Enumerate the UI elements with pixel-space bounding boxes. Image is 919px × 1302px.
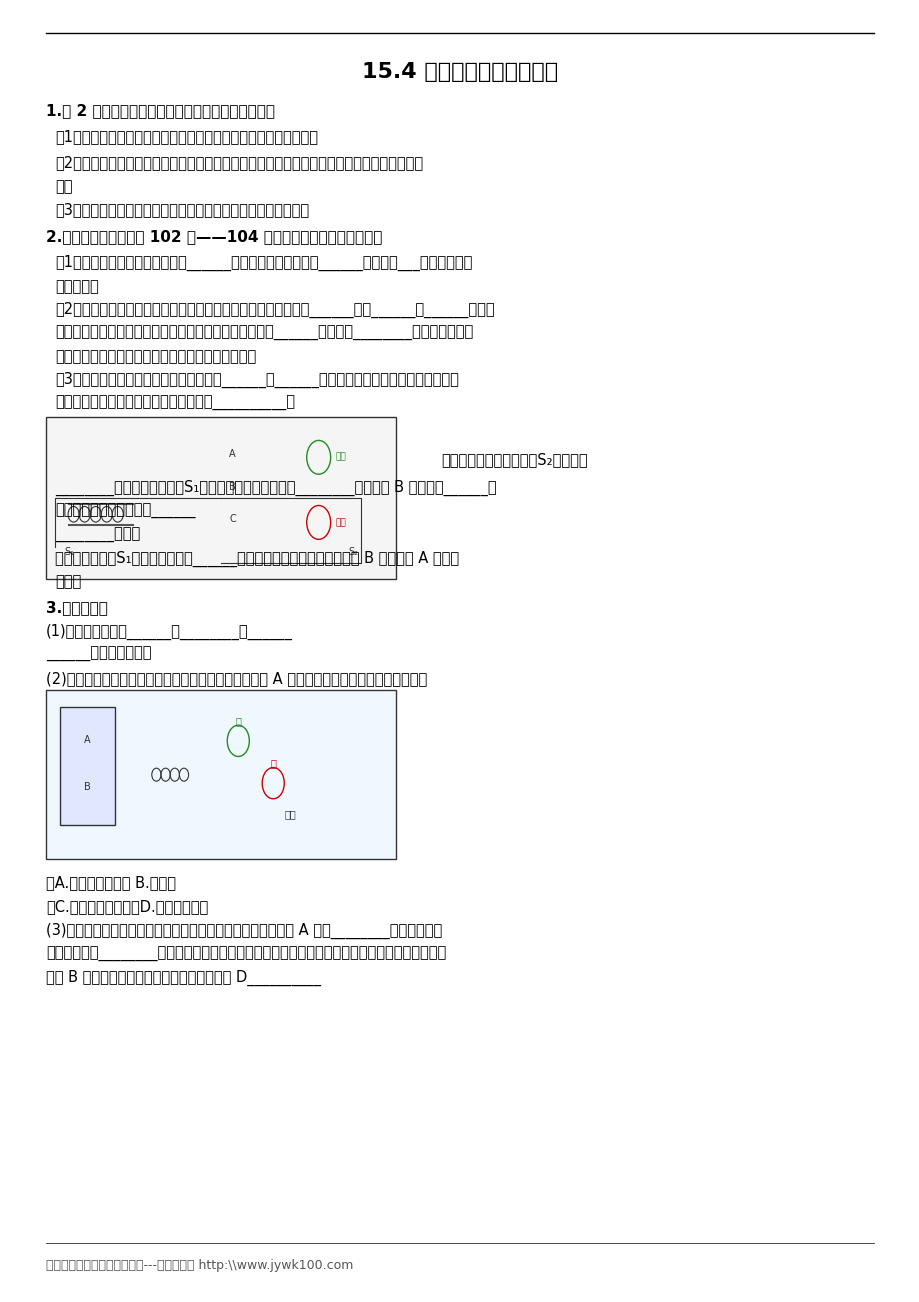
Text: 1.以 2 人小组叙述下列知识点（互讲、互听、互查）: 1.以 2 人小组叙述下列知识点（互讲、互听、互查） — [46, 103, 275, 118]
Text: （1）电磁铁是由那两部分组成，采用软铁作为铁芯的好处是什么？: （1）电磁铁是由那两部分组成，采用软铁作为铁芯的好处是什么？ — [55, 129, 318, 145]
Text: 电源）、红灯、绿灯（或其它用电器）和__________。: 电源）、红灯、绿灯（或其它用电器）和__________。 — [55, 396, 295, 411]
Text: 电源: 电源 — [285, 809, 296, 819]
Text: ________灯亮。: ________灯亮。 — [55, 527, 141, 543]
Text: 红: 红 — [270, 758, 276, 768]
Text: 绿: 绿 — [235, 716, 241, 727]
Text: 当断开开关S₁时，电磁铁失去______，衔铁被复位弹簧拉起，动触点 B 与静触点 A 接触，: 当断开开关S₁时，电磁铁失去______，衔铁被复位弹簧拉起，动触点 B 与静触… — [55, 551, 459, 566]
Text: 15.4 电磁继电器与自动控制: 15.4 电磁继电器与自动控制 — [361, 61, 558, 82]
Text: (3)如图所示：当开关闭合时，左边低控制电路被接通，电磁铁 A 具有________，就可以吸引: (3)如图所示：当开关闭合时，左边低控制电路被接通，电磁铁 A 具有______… — [46, 923, 442, 939]
Text: (1)电磁继电器是由______、________、______: (1)电磁继电器是由______、________、______ — [46, 624, 292, 639]
Bar — [60, 707, 115, 825]
Text: C: C — [229, 514, 235, 525]
Bar — [46, 690, 395, 859]
Text: 并带动动触点________下降，使右边高压工作电路接通；如果开关断开，电磁铁就失去磁性，这样: 并带动动触点________下降，使右边高压工作电路接通；如果开关断开，电磁铁就… — [46, 947, 446, 962]
Text: B: B — [229, 482, 235, 492]
Text: S₁: S₁ — [64, 547, 74, 557]
Text: （3）电磁铁在生产、生活中应用十分广泛，请你至少举出二例。: （3）电磁铁在生产、生活中应用十分广泛，请你至少举出二例。 — [55, 202, 309, 217]
Text: 象？: 象？ — [55, 178, 73, 194]
Text: （3）课本图中，控制电路中有：低压电源______和______；工作电路中有：高压电源（或低压: （3）课本图中，控制电路中有：低压电源______和______；工作电路中有：… — [55, 372, 459, 388]
Bar — [46, 417, 395, 579]
Text: (2)如图所示是一种水位自动报警器的原理图，水位到达 A 时该报警器会自动报警，此时（　）: (2)如图所示是一种水位自动报警器的原理图，水位到达 A 时该报警器会自动报警，… — [46, 671, 426, 686]
Text: 3.自学检测：: 3.自学检测： — [46, 600, 108, 616]
Text: 红灯: 红灯 — [335, 518, 346, 527]
Text: 衔铁 B 不被吸引，在弹簧力作用下，就会带动 D__________: 衔铁 B 不被吸引，在弹簧力作用下，就会带动 D__________ — [46, 970, 321, 986]
Text: 2.自主学习，阅读课本 102 页——104 页内容，完成下列学习任务。: 2.自主学习，阅读课本 102 页——104 页内容，完成下列学习任务。 — [46, 229, 382, 245]
Text: A.红灯亮　　　　 B.绿灯亮: A.红灯亮 B.绿灯亮 — [46, 875, 176, 891]
Text: A: A — [229, 449, 235, 460]
Text: A: A — [84, 734, 91, 745]
Text: B: B — [84, 783, 91, 792]
Text: 点和静触点分开，切断工作电路，用电器停止工作。: 点和静触点分开，切断工作电路，用电器停止工作。 — [55, 349, 256, 365]
Text: C.红、绿灯同时亮　D.红绿灯都不亮: C.红、绿灯同时亮 D.红绿灯都不亮 — [46, 898, 208, 914]
Text: 绿灯: 绿灯 — [335, 453, 346, 462]
Text: 工作电路接通用电器工作；当电磁铁断电时，电磁铁失去______，弹簧把________拉起来，使动触: 工作电路接通用电器工作；当电磁铁断电时，电磁铁失去______，弹簧把_____… — [55, 326, 473, 341]
Text: S₂: S₂ — [348, 547, 358, 557]
Text: （2）电磁铁的磁性强弱与哪些因素有关？实验怎样探究？采取什么方法进行实验？观察什么现: （2）电磁铁的磁性强弱与哪些因素有关？实验怎样探究？采取什么方法进行实验？观察什… — [55, 155, 423, 171]
Text: 触点组成。: 触点组成。 — [55, 279, 99, 294]
Text: （2）电磁继电器的工作原理是：电磁铁通电时，具有磁性，吸引______，使______和______接触。: （2）电磁继电器的工作原理是：电磁铁通电时，具有磁性，吸引______，使___… — [55, 302, 494, 318]
Text: ______等部件组成的。: ______等部件组成的。 — [46, 647, 152, 663]
Text: 工作原理是：只闭合开关S₂时，这时: 工作原理是：只闭合开关S₂时，这时 — [441, 452, 587, 467]
Text: （1）电磁继电器分为控制电路和______电路两部分。主要是由______、衔铁、___、动触点和静: （1）电磁继电器分为控制电路和______电路两部分。主要是由______、衔铁… — [55, 255, 472, 271]
Text: 灯亮。: 灯亮。 — [55, 574, 82, 590]
Text: 本资料来源于教师身边的文库---教育文库　 http:\\www.jywk100.com: 本资料来源于教师身边的文库---教育文库 http:\\www.jywk100.… — [46, 1259, 353, 1272]
Text: 触，工作电路构成通路，______: 触，工作电路构成通路，______ — [55, 504, 196, 519]
Text: ________灯亮；当闭合开关S₁时，电磁铁具有磁性吸引________，动触点 B 与静触点______接: ________灯亮；当闭合开关S₁时，电磁铁具有磁性吸引________，动触… — [55, 480, 496, 496]
